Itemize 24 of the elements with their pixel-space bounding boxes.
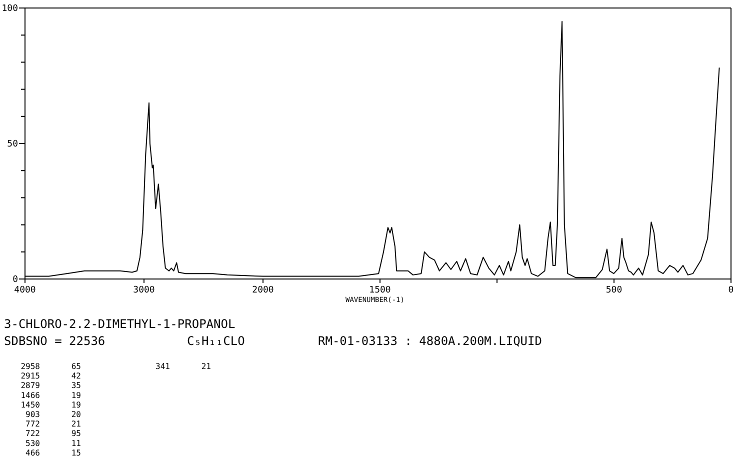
text: 2915 42 <box>20 372 81 381</box>
text: 2958 65 <box>20 362 81 371</box>
x-tick-label: 3000 <box>133 285 155 296</box>
text: 341 21 <box>156 362 211 371</box>
x-tick-label: 2000 <box>252 285 274 296</box>
text: C₅H₁₁CLO <box>187 334 245 348</box>
y-tick-label: 100 <box>2 4 18 14</box>
text: 466 15 <box>26 448 81 457</box>
x-tick-label: 1500 <box>369 285 391 296</box>
text: 772 21 <box>26 420 81 429</box>
text: 530 11 <box>26 438 81 448</box>
y-tick-label: 50 <box>7 139 18 150</box>
x-tick-label: 500 <box>606 285 622 296</box>
y-tick-label: 0 <box>12 274 18 285</box>
text: 1466 19 <box>20 390 81 400</box>
text: RM-01-03133 : 4880A.200M.LIQUID <box>318 334 542 348</box>
text: 903 20 <box>26 410 81 419</box>
text: 722 95 <box>26 429 81 438</box>
text: SDBSNO = 22536 <box>4 334 106 348</box>
x-tick-label: 0 <box>728 285 734 296</box>
text: 1450 19 <box>20 400 81 410</box>
text: 3-CHLORO-2.2-DIMETHYL-1-PROPANOL <box>4 317 236 331</box>
x-tick-label: 4000 <box>14 285 36 296</box>
text: 2879 35 <box>20 381 81 390</box>
